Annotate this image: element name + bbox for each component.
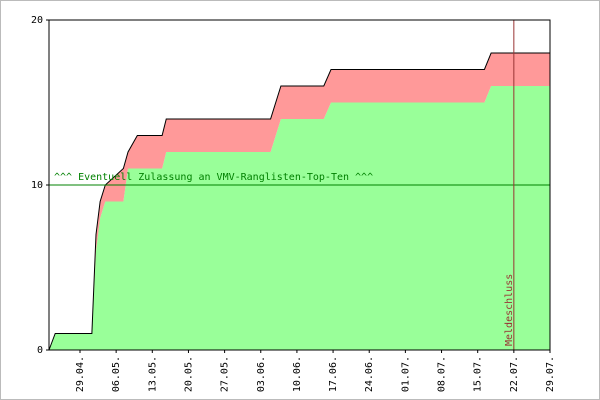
x-tick-label: 29.07. bbox=[545, 356, 556, 392]
y-tick-label: 0 bbox=[37, 345, 43, 356]
top-line bbox=[48, 52, 550, 351]
x-tick-label: 24.06. bbox=[364, 356, 375, 392]
x-tick-label: 20.05. bbox=[183, 356, 194, 392]
x-tick-label: 15.07. bbox=[473, 356, 484, 392]
x-tick-label: 29.04. bbox=[75, 356, 86, 392]
x-tick-label: 01.07. bbox=[400, 356, 411, 392]
x-tick-label: 03.06. bbox=[256, 356, 267, 392]
threshold-label: ^^^ Eventuell Zulassung an VMV-Rangliste… bbox=[54, 172, 373, 183]
x-tick-label: 27.05. bbox=[220, 356, 231, 392]
area bbox=[49, 53, 550, 350]
y-tick-label: 20 bbox=[31, 15, 43, 26]
x-tick-label: 17.06. bbox=[328, 356, 339, 392]
x-tick-label: 22.07. bbox=[509, 356, 520, 392]
y-tick-label: 10 bbox=[31, 180, 43, 191]
x-tick-label: 08.07. bbox=[437, 356, 448, 392]
deadline-label: Meldeschluss bbox=[504, 274, 515, 346]
x-tick-label: 13.05. bbox=[147, 356, 158, 392]
x-tick-label: 10.06. bbox=[292, 356, 303, 392]
x-tick-label: 06.05. bbox=[111, 356, 122, 392]
